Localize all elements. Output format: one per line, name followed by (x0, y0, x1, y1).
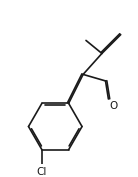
Text: Cl: Cl (36, 167, 46, 177)
Text: O: O (109, 101, 117, 111)
